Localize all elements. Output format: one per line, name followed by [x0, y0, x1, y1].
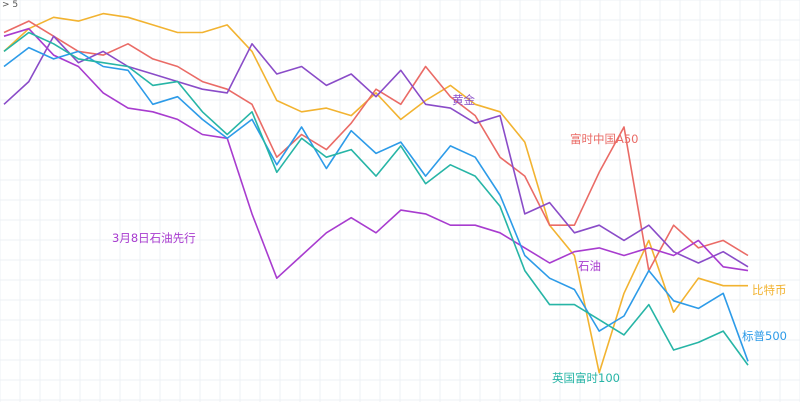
- series-line-英国富时100: [3, 31, 749, 366]
- series-label-英国富时100: 英国富时100: [552, 371, 620, 385]
- series-label-黄金: 黄金: [452, 93, 475, 107]
- series-line-比特币: [3, 12, 748, 374]
- series-lines: [3, 12, 749, 374]
- series-label-石油: 石油: [578, 259, 601, 273]
- series-label-富时中国A50: 富时中国A50: [570, 132, 639, 146]
- annotation-label: 3月8日石油先行: [112, 231, 196, 245]
- series-line-富时中国A50: [3, 20, 749, 272]
- series-label-比特币: 比特币: [752, 283, 787, 297]
- series-label-标普500: 标普500: [742, 329, 787, 343]
- series-line-标普500: [3, 46, 749, 362]
- top-corner-label: > 5: [2, 0, 19, 10]
- series-line-石油: [3, 27, 749, 280]
